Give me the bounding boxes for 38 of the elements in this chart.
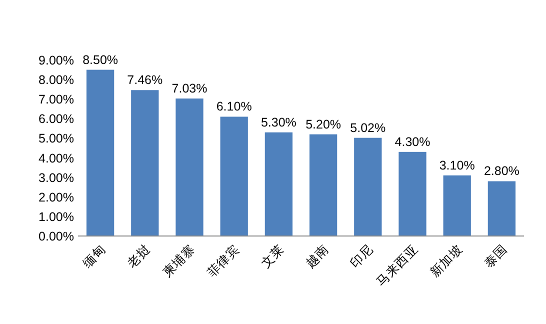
y-tick-label: 3.00% (38, 170, 74, 185)
data-label: 5.02% (350, 120, 386, 135)
data-label: 8.50% (82, 52, 118, 67)
bar (354, 138, 382, 236)
y-tick-label: 1.00% (38, 210, 74, 224)
data-label: 2.80% (484, 164, 520, 178)
x-tick-label: 越南 (302, 242, 332, 271)
data-label: 4.30% (394, 134, 430, 149)
x-tick-label: 柬埔寨 (159, 242, 198, 280)
y-tick-label: 6.00% (38, 112, 74, 126)
bar (176, 98, 204, 236)
data-label: 5.30% (260, 115, 296, 130)
x-tick-label: 文莱 (258, 242, 287, 271)
data-label: 7.03% (172, 82, 208, 96)
data-label: 7.46% (127, 73, 163, 88)
x-tick-label: 菲律宾 (204, 242, 242, 280)
data-label: 6.10% (216, 100, 252, 114)
bar (264, 132, 293, 236)
x-tick-label: 泰国 (480, 242, 510, 271)
y-tick-label: 7.00% (38, 92, 74, 107)
x-tick-label: 新加坡 (427, 242, 466, 280)
y-tick-label: 5.00% (38, 132, 74, 146)
bar (131, 90, 159, 236)
y-tick-label: 9.00% (38, 54, 74, 68)
bar (443, 175, 471, 236)
y-tick-label: 2.00% (38, 190, 74, 204)
bar (220, 116, 248, 236)
x-tick-label: 老挝 (124, 242, 154, 271)
bar (398, 152, 426, 236)
bar (309, 134, 338, 236)
data-label: 3.10% (439, 158, 475, 172)
bar (488, 181, 516, 236)
y-tick-label: 4.00% (38, 151, 74, 166)
y-tick-label: 0.00% (38, 230, 74, 244)
x-tick-label: 缅甸 (79, 242, 108, 271)
data-label: 5.20% (306, 117, 342, 132)
y-tick-label: 8.00% (38, 73, 74, 88)
bar (86, 70, 114, 236)
